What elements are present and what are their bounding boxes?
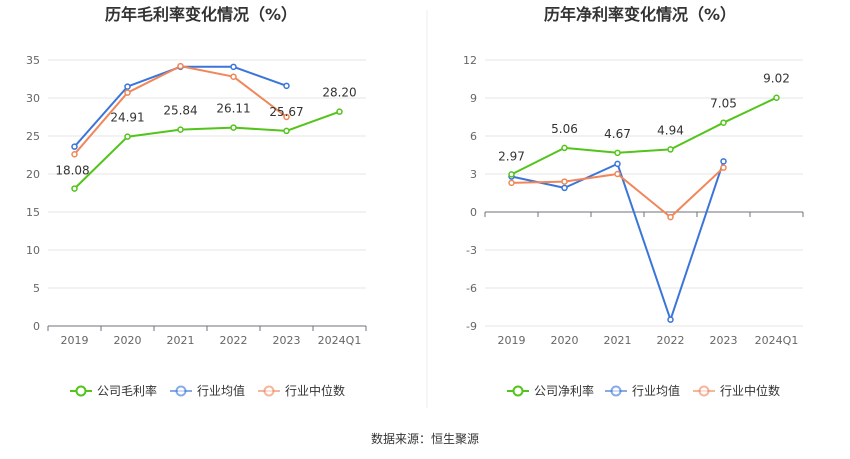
data-point (230, 124, 237, 131)
data-point (336, 108, 343, 115)
y-tick-label: 0 (33, 320, 40, 333)
y-tick-label: 9 (470, 92, 477, 105)
data-point (71, 150, 78, 158)
data-point (177, 126, 184, 133)
y-tick-label: 3 (470, 168, 477, 181)
y-tick-label: -3 (466, 244, 477, 257)
x-tick-label: 2024Q1 (318, 334, 362, 347)
legend-label: 行业中位数 (285, 383, 345, 398)
data-label: 25.67 (269, 105, 303, 119)
data-point (283, 127, 290, 135)
data-source: 数据来源：恒生聚源 (371, 431, 479, 446)
y-tick-label: 30 (26, 92, 40, 105)
gross-margin-chart: 0 5 10 15 20 25 30 35 2019 2020 2021 2022 2023 2024Q1… (26, 54, 367, 398)
data-label: 4.67 (604, 127, 631, 141)
data-point (561, 184, 568, 192)
chart-title-net: 历年净利率变化情况（%） (544, 5, 736, 24)
data-point (614, 170, 621, 178)
data-point (177, 62, 184, 70)
data-point (667, 316, 674, 323)
x-tick-label: 2024Q1 (755, 334, 799, 347)
y-tick-label: 10 (26, 244, 40, 257)
data-label: 2.97 (498, 149, 525, 163)
data-point (71, 185, 78, 192)
x-tick-label: 2023 (710, 334, 738, 347)
data-label: 24.91 (110, 111, 144, 125)
y-tick-label: 0 (470, 206, 477, 219)
legend-label: 公司净利率 (534, 383, 594, 398)
data-label: 5.06 (551, 122, 578, 136)
x-tick-label: 2019 (61, 334, 89, 347)
legend-label: 公司毛利率 (97, 383, 157, 398)
data-point (124, 133, 131, 140)
data-label: 7.05 (710, 97, 737, 111)
y-tick-label: 5 (33, 282, 40, 295)
data-label: 25.84 (163, 104, 197, 118)
data-point (283, 82, 290, 90)
data-label: 18.08 (55, 164, 89, 178)
legend-marker (75, 385, 87, 397)
y-tick-label: 6 (470, 130, 477, 143)
data-point (720, 119, 727, 126)
legend-label: 行业中位数 (720, 383, 780, 398)
data-point (720, 164, 727, 171)
y-tick-label: 12 (463, 54, 477, 67)
y-tick-label: -9 (466, 320, 477, 333)
data-point (614, 149, 621, 157)
data-point (230, 73, 237, 80)
data-point (508, 179, 515, 187)
data-point (667, 213, 674, 221)
series-line (511, 160, 725, 321)
y-tick-label: -6 (466, 282, 477, 295)
x-tick-label: 2021 (167, 334, 195, 347)
x-tick-label: 2023 (273, 334, 301, 347)
x-tick-label: 2022 (220, 334, 248, 347)
data-point (561, 144, 568, 152)
legend-marker (263, 385, 275, 397)
data-point (124, 83, 131, 90)
data-point (508, 171, 515, 178)
net-margin-chart: -9 -6 -3 0 3 6 9 12 2019 2020 2021 2022 2023 2024Q1 2.… (463, 54, 804, 398)
chart-title-gross: 历年毛利率变化情况（%） (105, 5, 297, 24)
data-point (283, 113, 290, 121)
legend-marker (175, 385, 187, 397)
legend-marker (610, 385, 622, 397)
legend-marker (512, 385, 524, 397)
x-tick-label: 2022 (657, 334, 685, 347)
x-tick-label: 2020 (551, 334, 579, 347)
y-tick-label: 35 (26, 54, 40, 67)
x-tick-label: 2019 (498, 334, 526, 347)
data-label: 28.20 (322, 86, 356, 100)
data-point (667, 146, 674, 153)
y-tick-label: 20 (26, 168, 40, 181)
y-tick-label: 25 (26, 130, 40, 143)
data-point (773, 94, 780, 101)
data-point (720, 158, 727, 165)
data-label: 9.02 (763, 72, 790, 86)
data-point (71, 143, 78, 150)
x-tick-label: 2021 (604, 334, 632, 347)
data-point (561, 178, 568, 185)
data-label: 4.94 (657, 123, 684, 137)
data-point (230, 63, 237, 71)
data-point (124, 89, 131, 96)
legend-label: 行业均值 (632, 383, 680, 398)
data-label: 26.11 (216, 102, 250, 116)
legend-label: 行业均值 (197, 383, 245, 398)
legend-marker (698, 385, 710, 397)
data-point (614, 160, 621, 168)
y-tick-label: 15 (26, 206, 40, 219)
x-tick-label: 2020 (114, 334, 142, 347)
series-line (73, 110, 340, 190)
series-line (511, 96, 777, 176)
